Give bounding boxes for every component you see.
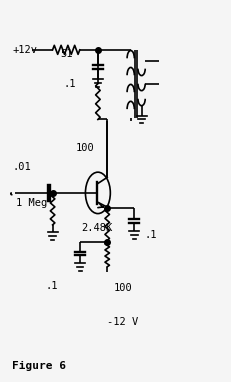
Text: .1: .1 xyxy=(144,230,156,240)
Text: Figure 6: Figure 6 xyxy=(12,361,66,371)
Text: 1 Meg: 1 Meg xyxy=(16,198,47,208)
Text: +12v: +12v xyxy=(13,45,38,55)
Text: 100: 100 xyxy=(113,283,132,293)
Text: 51: 51 xyxy=(60,49,73,59)
Text: .01: .01 xyxy=(13,162,32,172)
Text: 100: 100 xyxy=(75,144,94,154)
Text: .1: .1 xyxy=(64,79,76,89)
Text: -12 V: -12 V xyxy=(106,317,138,327)
Text: .1: .1 xyxy=(46,281,58,291)
Text: 2.48K: 2.48K xyxy=(81,223,112,233)
